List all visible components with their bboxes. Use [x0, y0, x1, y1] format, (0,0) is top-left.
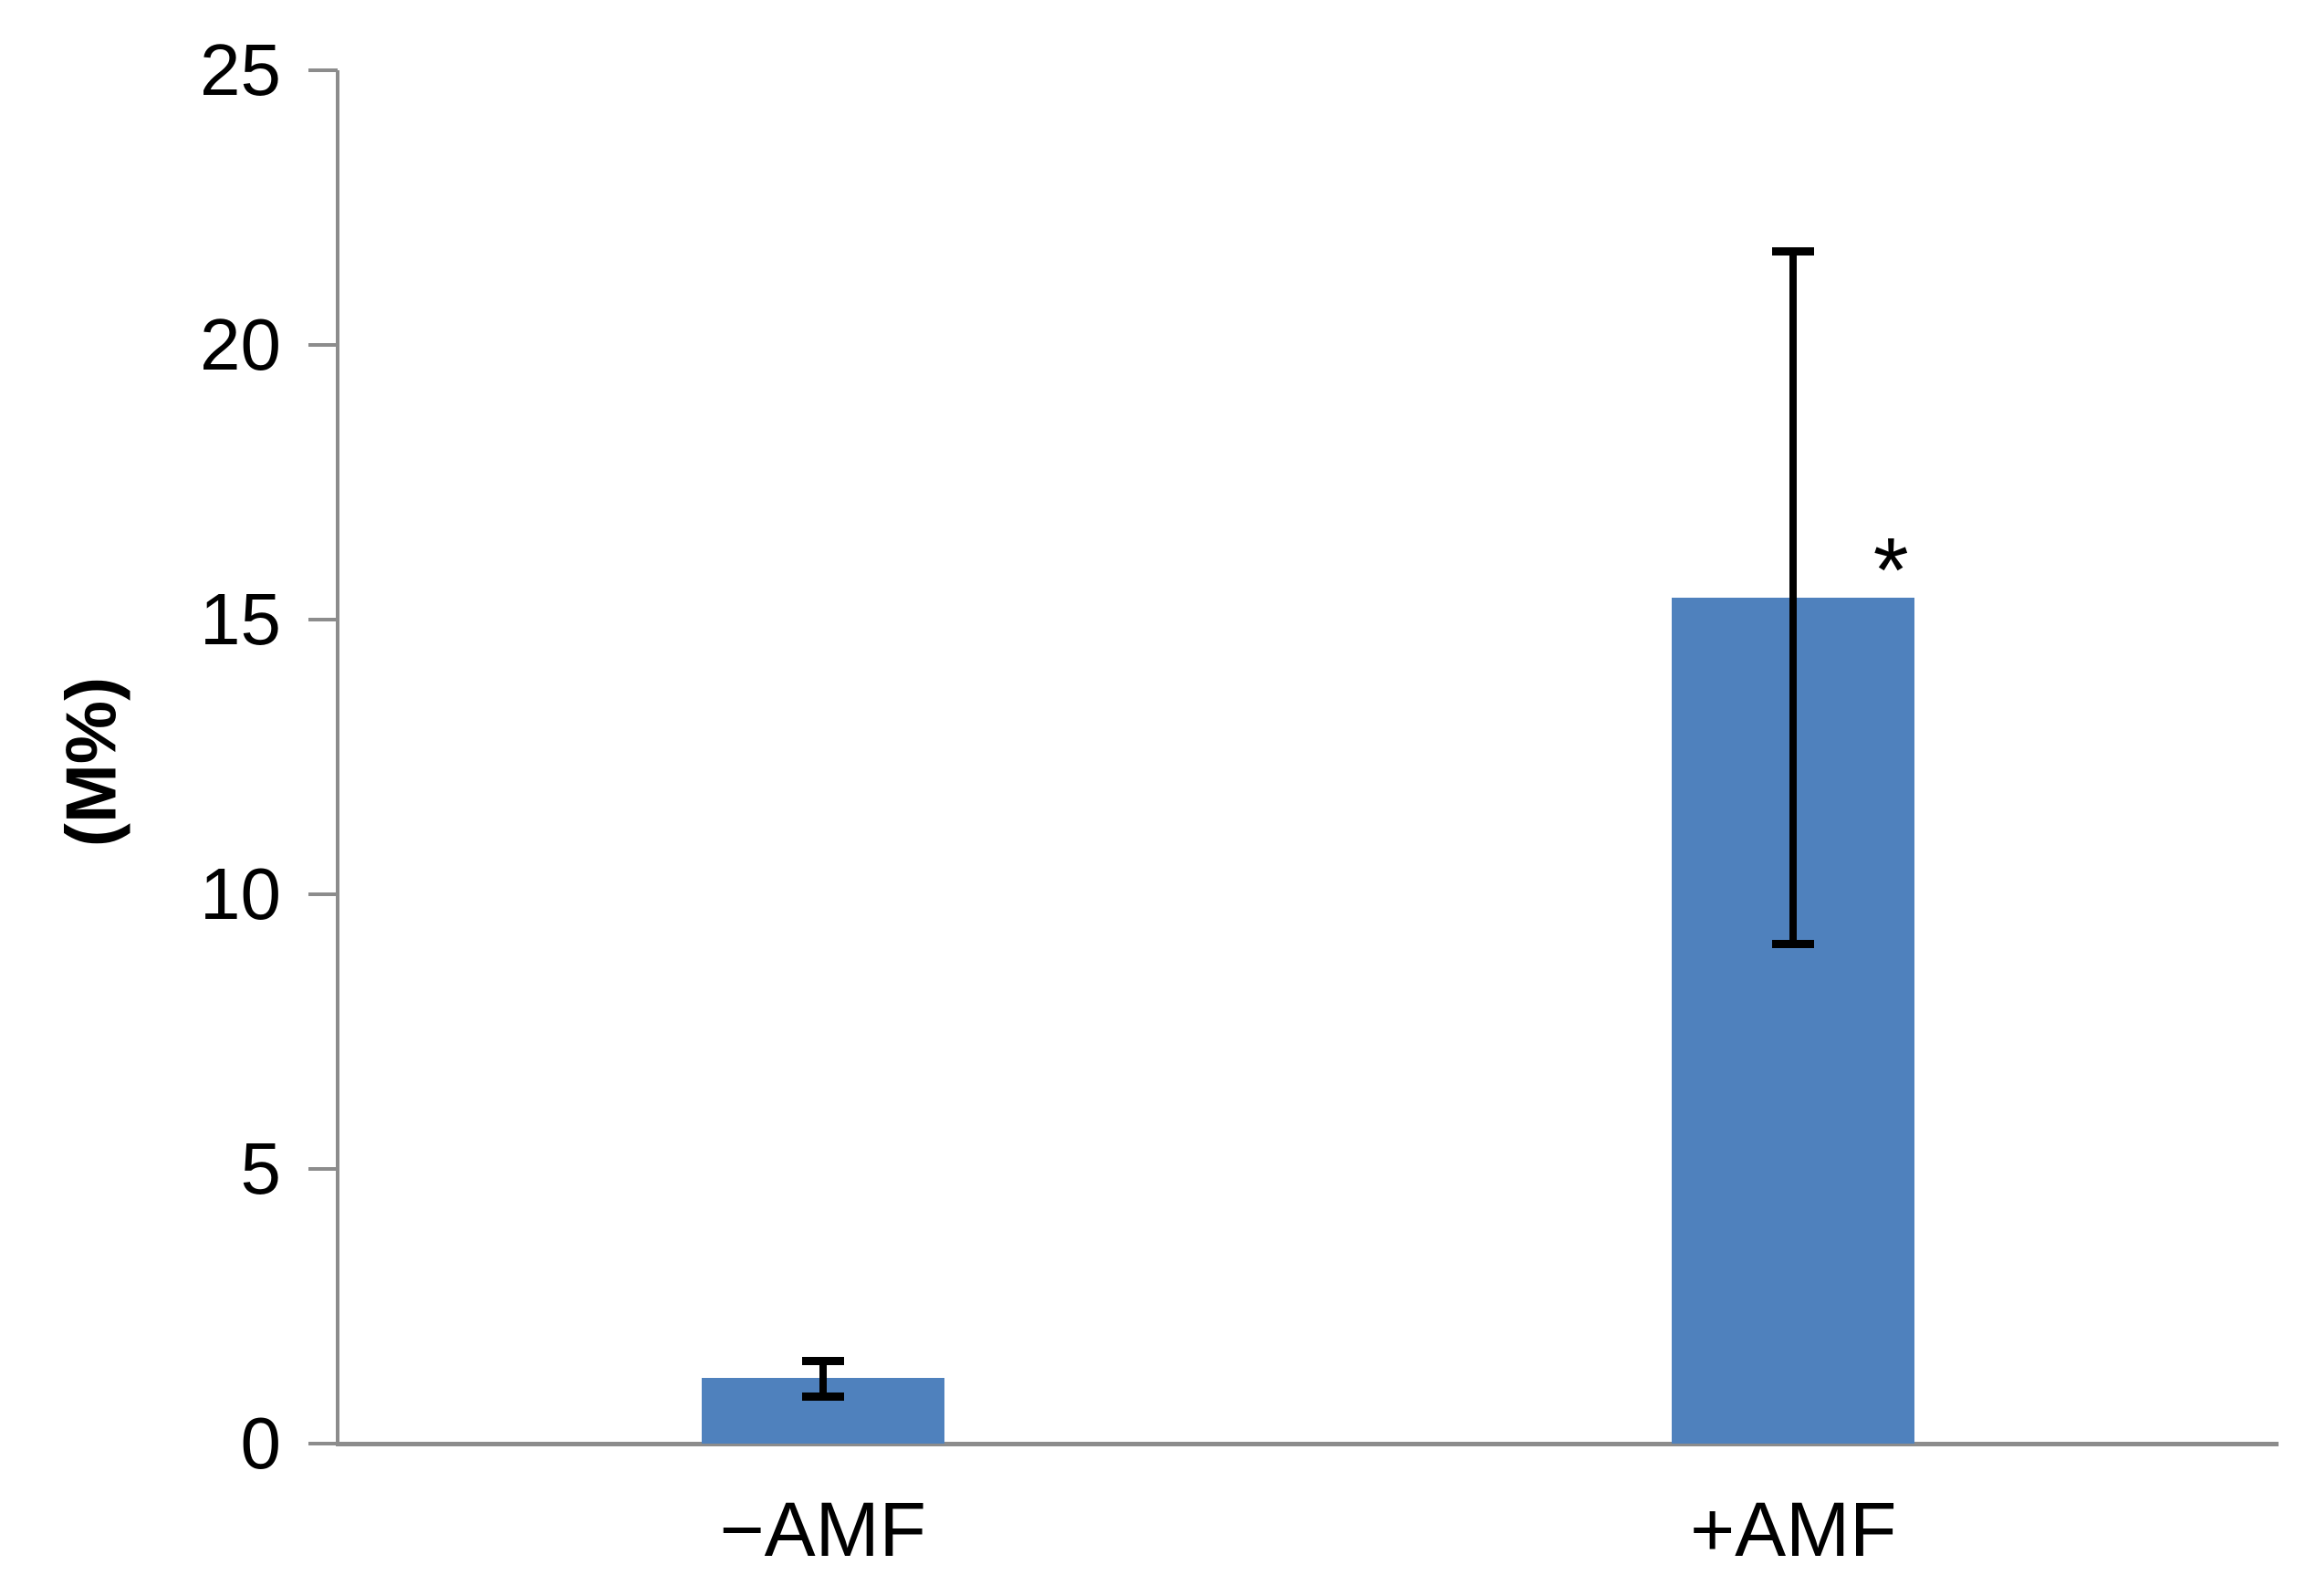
y-tick-mark-20 — [308, 343, 338, 347]
y-tick-mark-5 — [308, 1167, 338, 1171]
error-bar-stem-plusamf — [1789, 251, 1798, 944]
y-axis-title: (M%) — [50, 676, 131, 848]
y-tick-label-10: 10 — [200, 853, 281, 934]
error-bar-cap-low-minusamf — [801, 1393, 844, 1402]
y-axis-line — [336, 70, 339, 1445]
error-bar-cap-high-minusamf — [801, 1357, 844, 1366]
y-tick-label-20: 20 — [200, 304, 281, 385]
y-tick-label-0: 0 — [240, 1403, 282, 1484]
x-category-label-minusamf: −AMF — [719, 1486, 926, 1572]
y-tick-mark-0 — [308, 1442, 338, 1445]
error-bar-stem-minusamf — [819, 1361, 827, 1397]
y-tick-label-15: 15 — [200, 579, 281, 660]
y-tick-label-25: 25 — [200, 29, 281, 110]
y-tick-mark-25 — [308, 68, 338, 72]
y-tick-mark-10 — [308, 892, 338, 896]
error-bar-cap-low-plusamf — [1772, 939, 1815, 948]
y-tick-label-5: 5 — [240, 1128, 282, 1209]
significance-marker-plusamf: * — [1872, 518, 1909, 621]
x-category-label-plusamf: +AMF — [1690, 1486, 1897, 1572]
y-tick-mark-15 — [308, 618, 338, 621]
error-bar-cap-high-plusamf — [1772, 247, 1815, 256]
x-axis-line — [336, 1442, 2279, 1446]
